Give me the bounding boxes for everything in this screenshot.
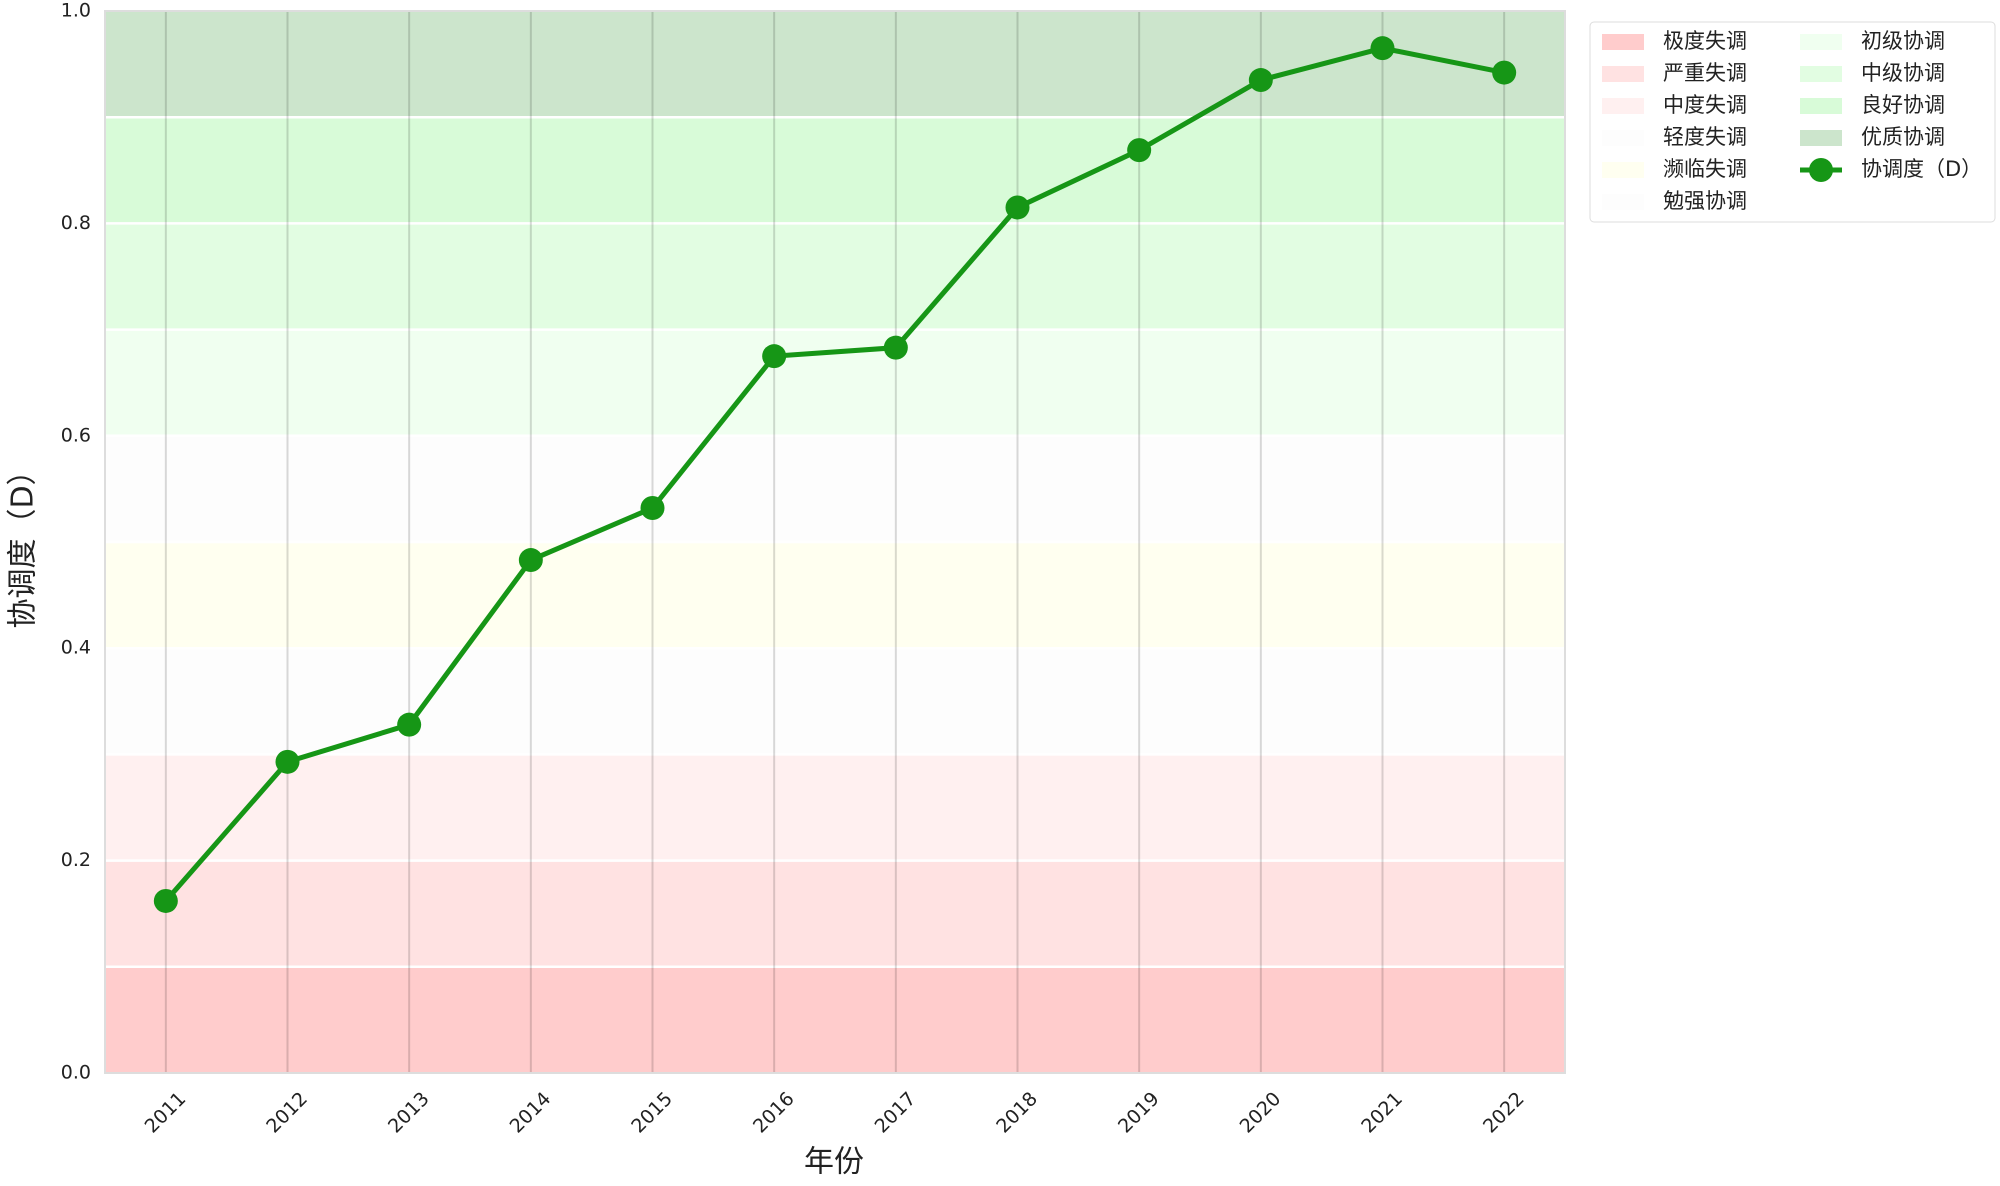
x-axis-label: 年份 <box>804 1145 864 1180</box>
band <box>105 329 1565 436</box>
legend-marker <box>1809 158 1833 182</box>
point <box>762 344 787 369</box>
legend-text: 严重失调 <box>1663 61 1747 85</box>
y-tick-label: 0.6 <box>61 424 91 446</box>
legend-text: 中度失调 <box>1663 93 1747 117</box>
legend-text: 中级协调 <box>1861 61 1945 85</box>
point <box>1005 195 1030 220</box>
y-tick-label: 0.4 <box>61 637 91 659</box>
y-tick-label: 1.0 <box>61 0 91 22</box>
point <box>640 496 665 521</box>
point <box>397 712 422 737</box>
point <box>883 335 908 360</box>
x-tick-label: 2019 <box>1114 1088 1164 1138</box>
x-tick-label: 2014 <box>506 1088 556 1138</box>
point <box>1127 138 1152 163</box>
legend-frame <box>1589 21 1996 223</box>
legend-text: 濒临失调 <box>1663 157 1747 181</box>
x-tick-label: 2016 <box>749 1088 799 1138</box>
legend-swatch <box>1800 66 1842 82</box>
legend-text: 优质协调 <box>1861 125 1945 149</box>
x-tick-label: 2020 <box>1236 1088 1286 1138</box>
x-tick-label: 2021 <box>1357 1088 1407 1138</box>
band <box>105 435 1565 542</box>
legend-swatch <box>1800 130 1842 146</box>
point <box>275 749 300 774</box>
legend-text: 良好协调 <box>1861 93 1945 117</box>
x-tick-label: 2015 <box>627 1088 677 1138</box>
x-tick-label: 2013 <box>384 1088 434 1138</box>
legend-text: 轻度失调 <box>1663 125 1747 149</box>
point <box>1370 36 1395 61</box>
point <box>153 888 178 913</box>
band <box>105 542 1565 649</box>
line <box>163 45 1505 903</box>
x-tick-label: 2022 <box>1479 1088 1529 1138</box>
band <box>105 11 1565 118</box>
band <box>105 648 1565 755</box>
x-tick-label: 2017 <box>871 1088 921 1138</box>
point <box>1248 68 1273 93</box>
legend-text: 协调度（D） <box>1861 157 1982 181</box>
legend-text: 勉强协调 <box>1663 189 1747 213</box>
legend-swatch <box>1800 98 1842 114</box>
x-tick-label: 2012 <box>262 1088 312 1138</box>
point <box>518 548 543 573</box>
legend-text: 初级协调 <box>1861 29 1945 53</box>
legend-swatch <box>1602 98 1644 114</box>
y-axis-label: 协调度（D） <box>6 455 41 628</box>
legend-swatch <box>1602 66 1644 82</box>
y-tick-label: 0.8 <box>61 212 91 234</box>
band <box>105 860 1565 967</box>
y-tick-label: 0.0 <box>61 1062 91 1084</box>
band <box>105 966 1565 1073</box>
y-tick-label: 0.2 <box>61 849 91 871</box>
x-tick-label: 2018 <box>992 1088 1042 1138</box>
legend-swatch <box>1602 34 1644 50</box>
legend-swatch <box>1800 34 1842 50</box>
plot-frame <box>104 10 1566 1074</box>
band <box>105 117 1565 224</box>
legend-swatch <box>1602 162 1644 178</box>
point <box>1492 60 1517 85</box>
band <box>105 754 1565 861</box>
legend-text: 极度失调 <box>1663 29 1747 53</box>
band <box>105 223 1565 330</box>
legend-swatch <box>1602 194 1644 210</box>
x-tick-label: 2011 <box>141 1088 191 1138</box>
legend-swatch <box>1602 130 1644 146</box>
